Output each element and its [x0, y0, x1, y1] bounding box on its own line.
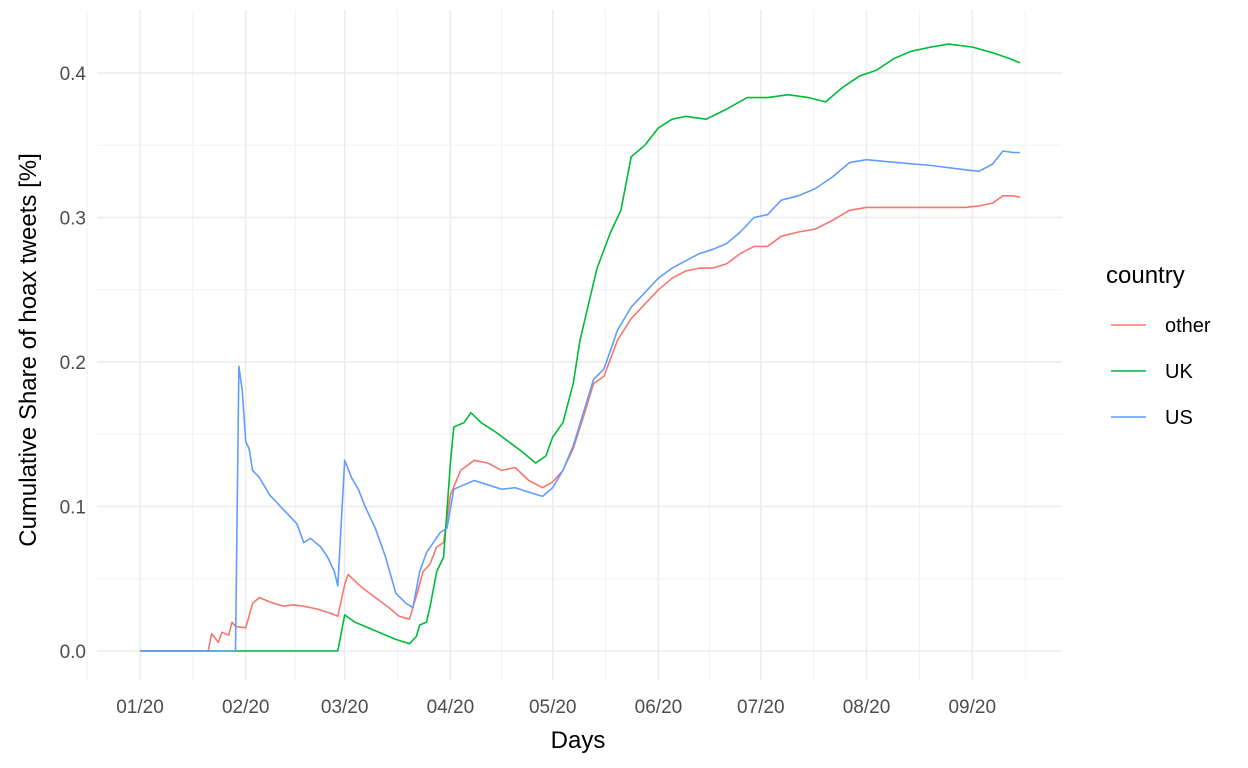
x-tick-label: 02/20: [222, 697, 270, 718]
x-tick-label: 06/20: [635, 697, 683, 718]
legend-label-uk: UK: [1165, 361, 1193, 383]
series-line-us: [140, 150, 1020, 652]
y-tick-label: 0.2: [60, 353, 86, 374]
x-tick-label: 01/20: [116, 697, 164, 718]
x-tick-label: 07/20: [737, 697, 785, 718]
x-tick-label: 04/20: [427, 697, 475, 718]
x-tick-label: 08/20: [843, 697, 891, 718]
legend-label-us: US: [1165, 407, 1193, 429]
legend-label-other: other: [1165, 315, 1211, 337]
legend: country other UK US: [1106, 262, 1211, 429]
x-tick-label: 03/20: [321, 697, 369, 718]
legend-title: country: [1106, 262, 1185, 289]
y-tick-label: 0.4: [60, 64, 87, 85]
series-lines: [140, 43, 1021, 652]
series-line-other: [140, 195, 1021, 652]
grid: [86, 10, 1062, 680]
y-tick-label: 0.0: [60, 642, 86, 663]
x-tick-label: 09/20: [948, 697, 996, 718]
y-tick-label: 0.1: [60, 498, 86, 519]
series-line-uk: [140, 43, 1021, 652]
axis-ticks: 01/20 02/20 03/20 04/20 05/20 06/20 07/20 08/20…: [60, 64, 996, 718]
y-axis-title: Cumulative Share of hoax tweets [%]: [15, 153, 42, 547]
x-axis-title: Days: [551, 727, 606, 754]
y-tick-label: 0.3: [60, 209, 86, 230]
x-tick-label: 05/20: [529, 697, 577, 718]
